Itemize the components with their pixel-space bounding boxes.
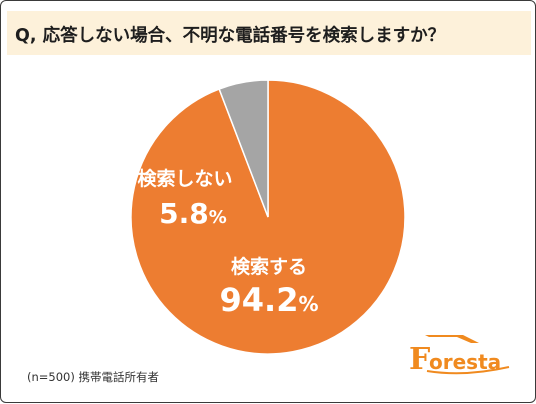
chart-title: Q, 応答しない場合、不明な電話番号を検索しますか？ (15, 26, 446, 46)
logo-swoosh-icon (426, 366, 510, 375)
foresta-logo: F oresta (405, 329, 525, 379)
pie-slice-search (130, 79, 406, 355)
pie-slice-no-search (218, 79, 269, 218)
sample-note: (n=500) 携帯電話所有者 (27, 370, 160, 384)
slice-label-1: 検索しない (137, 167, 232, 190)
pie-labels: 検索する 94.2% 検索しない 5.8% (137, 167, 318, 319)
slice-value-0: 94.2% (220, 281, 319, 319)
slice-label-0: 検索する (231, 255, 307, 278)
logo-roof-icon (425, 335, 479, 343)
title-band (7, 11, 531, 55)
logo-initial: F (409, 342, 430, 377)
pie-slices (130, 79, 406, 355)
slice-value-1: 5.8% (159, 197, 227, 230)
